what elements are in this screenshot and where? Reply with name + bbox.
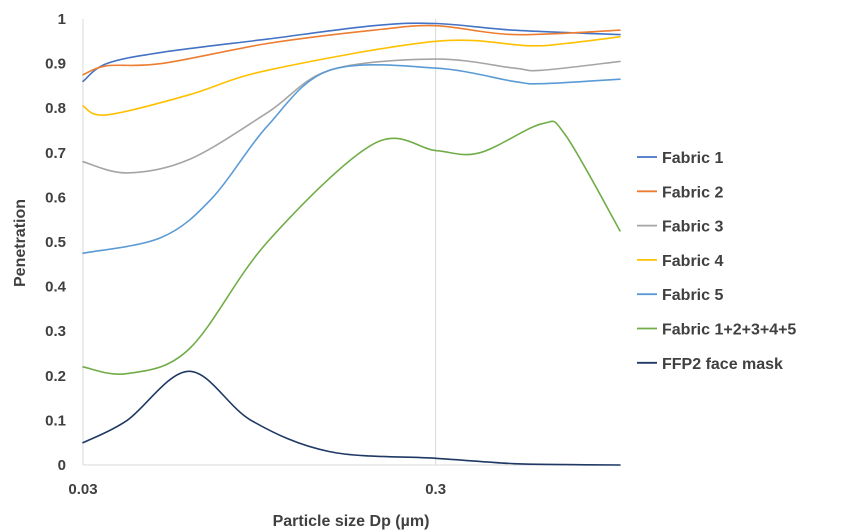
legend-label: Fabric 5	[662, 287, 723, 304]
y-axis-title: Penetration	[12, 199, 29, 287]
legend-label: Fabric 2	[662, 184, 723, 201]
x-tick-label: 0.3	[425, 481, 446, 498]
y-tick-label: 0.2	[45, 368, 66, 385]
y-tick-label: 0.3	[45, 323, 66, 340]
y-tick-label: 0.4	[45, 279, 67, 296]
legend-label: Fabric 4	[662, 253, 723, 270]
y-tick-label: 0	[58, 457, 66, 474]
legend-label: Fabric 3	[662, 219, 723, 236]
y-tick-label: 0.6	[45, 189, 66, 206]
legend-label: Fabric 1	[662, 150, 723, 167]
axes	[82, 19, 620, 466]
y-tick-label: 1	[58, 11, 66, 28]
x-axis-title: Particle size Dp (µm)	[273, 513, 430, 530]
legend-label: FFP2 face mask	[662, 356, 783, 373]
series-line-fabric-3	[82, 58, 621, 174]
series-line-fabric-1-2-3-4-5	[82, 120, 621, 375]
y-tick-label: 0.7	[45, 145, 66, 162]
series-line-fabric-2	[82, 24, 621, 76]
legend: Fabric 1 Fabric 2 Fabric 3 Fabric 4 Fabric 5…	[637, 150, 796, 373]
x-tick-label: 0.03	[68, 481, 97, 498]
series-line-fabric-4	[82, 36, 621, 116]
y-tick-label: 0.5	[45, 234, 66, 251]
series-line-fabric-1	[82, 22, 621, 83]
y-tick-label: 0.8	[45, 100, 66, 117]
series-line-ffp2-face-mask	[82, 370, 621, 466]
series-line-fabric-5	[82, 63, 621, 254]
tick-labels: 0 0.1 0.2 0.3 0.4 0.5 0.6 0.7 0.8 0.9 1 0.03 0.3	[45, 11, 446, 498]
series-lines	[82, 22, 621, 466]
y-tick-label: 0.9	[45, 56, 66, 73]
legend-label: Fabric 1+2+3+4+5	[662, 322, 796, 339]
y-tick-label: 0.1	[45, 412, 66, 429]
